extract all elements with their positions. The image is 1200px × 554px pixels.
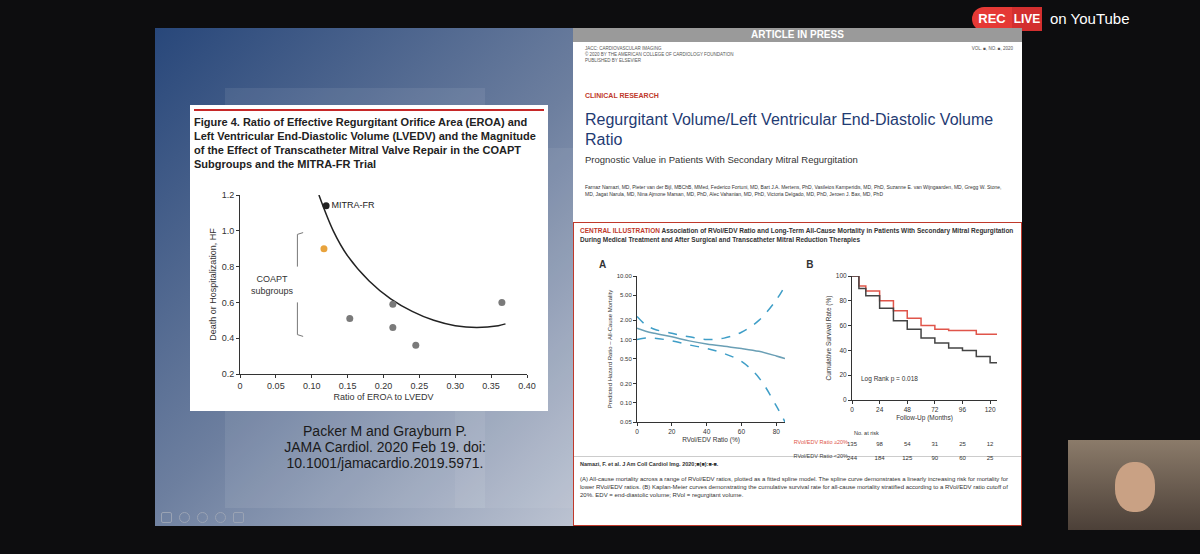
svg-text:Cumulative Survival Rate (%): Cumulative Survival Rate (%) (825, 296, 833, 381)
svg-text:120: 120 (985, 406, 996, 413)
svg-text:80: 80 (839, 297, 847, 304)
html-text:CLINICAL RESEARCH: CLINICAL RESEARCH (585, 92, 659, 99)
svg-text:60: 60 (839, 322, 847, 329)
svg-text:0.30: 0.30 (446, 381, 464, 391)
svg-text:10.00: 10.00 (617, 273, 633, 279)
svg-text:0.6: 0.6 (222, 298, 235, 308)
html-text:184: 184 (874, 455, 885, 461)
svg-text:1.00: 1.00 (620, 337, 632, 343)
html-text:60: 60 (959, 455, 966, 461)
svg-text:96: 96 (959, 406, 967, 413)
html-text:98: 98 (876, 441, 883, 447)
svg-text:1.0: 1.0 (222, 226, 235, 236)
svg-text:24: 24 (876, 406, 884, 413)
svg-text:A: A (599, 259, 606, 270)
svg-text:0: 0 (237, 381, 242, 391)
svg-text:0: 0 (850, 406, 854, 413)
html-text:No. at risk: No. at risk (854, 430, 879, 436)
svg-text:Follow-Up (Months): Follow-Up (Months) (896, 414, 953, 422)
html-text:Namazi, F. et al. J Am Coll Ca: Namazi, F. et al. J Am Coll Cardiol Img.… (580, 461, 719, 467)
html-text:RVol/EDV Ratio ≥20%135: RVol/EDV Ratio ≥20%135 (793, 439, 857, 447)
svg-text:RVol/EDV Ratio (%): RVol/EDV Ratio (%) (682, 436, 740, 444)
html-text:on YouTube: on YouTube (1050, 10, 1130, 27)
svg-text:72: 72 (931, 406, 939, 413)
svg-text:Ratio of EROA to LVEDV: Ratio of EROA to LVEDV (334, 392, 434, 402)
html-text:31: 31 (931, 441, 939, 447)
html-text:90: 90 (931, 455, 939, 461)
html-text:125: 125 (902, 455, 913, 461)
svg-text:0: 0 (843, 396, 847, 403)
svg-text:0.15: 0.15 (339, 381, 357, 391)
svg-text:0.8: 0.8 (222, 262, 235, 272)
svg-text:Log Rank p = 0.018: Log Rank p = 0.018 (861, 375, 918, 383)
svg-text:20: 20 (668, 428, 676, 435)
html-text:REC: REC (978, 11, 1006, 26)
svg-text:1.2: 1.2 (222, 190, 235, 200)
svg-text:0.35: 0.35 (482, 381, 500, 391)
svg-text:20: 20 (839, 371, 847, 378)
html-text:JACC: CARDIOVASCULAR IMAGING ©: JACC: CARDIOVASCULAR IMAGING © 2020 BY T… (585, 46, 734, 63)
svg-text:B: B (806, 259, 813, 270)
svg-text:0.05: 0.05 (267, 381, 285, 391)
svg-text:Death or Hospitalization, HF: Death or Hospitalization, HF (208, 228, 218, 341)
svg-text:100: 100 (836, 272, 847, 279)
html-text:VOL. ■, NO. ■, 2020: VOL. ■, NO. ■, 2020 (971, 46, 1013, 51)
svg-text:0.20: 0.20 (620, 381, 632, 387)
svg-text:5.00: 5.00 (620, 292, 632, 298)
svg-text:2.00: 2.00 (620, 317, 632, 323)
html-text:Regurgitant Volume/Left Ventri: Regurgitant Volume/Left Ventricular End-… (585, 111, 994, 148)
html-text:RVol/EDV Ratio <20%244: RVol/EDV Ratio <20%244 (793, 453, 857, 461)
svg-text:MITRA-FR: MITRA-FR (331, 200, 374, 210)
html-text:Figure 4. Ratio of Effective R: Figure 4. Ratio of Effective Regurgitant… (194, 116, 536, 170)
svg-text:40: 40 (839, 347, 847, 354)
svg-text:COAPTsubgroups: COAPTsubgroups (251, 274, 294, 296)
svg-text:60: 60 (738, 428, 746, 435)
svg-text:Predicted Hazard Ratio – All-C: Predicted Hazard Ratio – All-Cause Morta… (607, 290, 613, 409)
svg-text:0.40: 0.40 (518, 381, 536, 391)
svg-text:0.05: 0.05 (620, 419, 632, 425)
html-text:Farnaz Namazi, MD, Pieter van: Farnaz Namazi, MD, Pieter van der Bijl, … (585, 184, 1002, 197)
svg-text:0.50: 0.50 (620, 356, 632, 362)
html-text:ARTICLE IN PRESS: ARTICLE IN PRESS (751, 29, 844, 40)
html-text:12: 12 (986, 441, 994, 447)
svg-text:0.10: 0.10 (303, 381, 321, 391)
html-text:25: 25 (986, 455, 994, 461)
html-text:CENTRAL ILLUSTRATION Associati: CENTRAL ILLUSTRATION Association of RVol… (580, 227, 1014, 243)
html-text:54: 54 (903, 441, 911, 447)
html-text:Packer M and Grayburn P. JAMA: Packer M and Grayburn P. JAMA Cardiol. 2… (284, 423, 486, 471)
html-text:(A) All-cause mortality across: (A) All-cause mortality across a range o… (580, 476, 1008, 498)
html-text:25: 25 (959, 441, 966, 447)
svg-text:0.20: 0.20 (375, 381, 393, 391)
svg-text:0.4: 0.4 (222, 333, 235, 343)
svg-text:48: 48 (904, 406, 912, 413)
html-text:Prognostic Value in Patients W: Prognostic Value in Patients With Second… (585, 154, 858, 165)
svg-text:0.2: 0.2 (222, 369, 235, 379)
html-text:LIVE: LIVE (1013, 12, 1041, 26)
svg-text:40: 40 (703, 428, 711, 435)
svg-text:0.10: 0.10 (620, 400, 632, 406)
svg-text:0.25: 0.25 (411, 381, 429, 391)
svg-text:80: 80 (773, 428, 781, 435)
svg-text:0: 0 (635, 428, 639, 435)
